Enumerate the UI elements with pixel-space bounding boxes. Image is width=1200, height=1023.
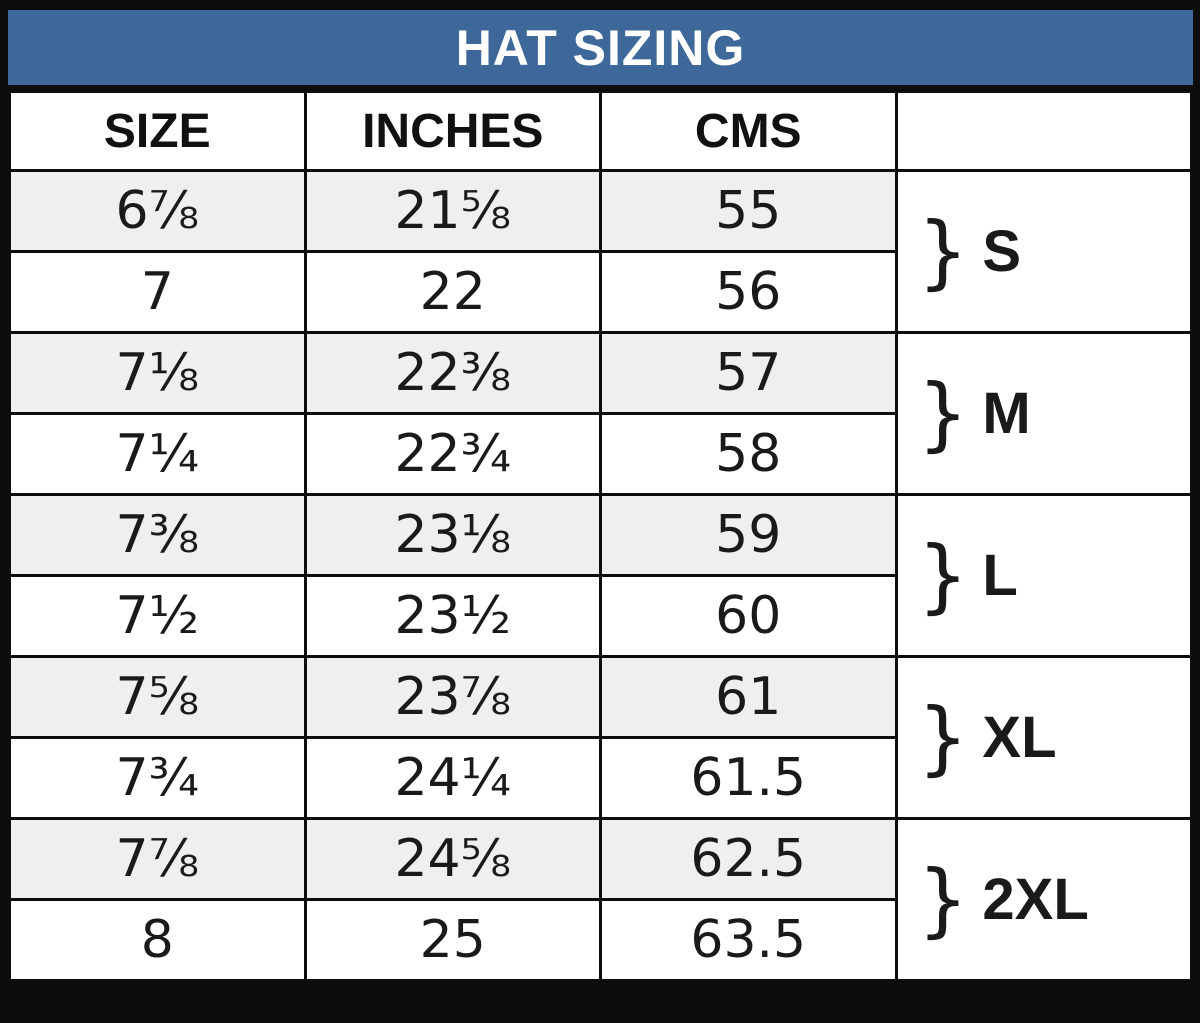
brace-icon: }: [917, 852, 969, 946]
column-header-group: [894, 90, 1193, 172]
table-row: 7¾ 24¼ 61.5: [8, 736, 1192, 820]
group-cell-2xl: } 2XL: [894, 817, 1193, 982]
table-row: 7⅜ 23⅛ 59 } L: [8, 493, 1193, 658]
column-header-inches: INCHES: [303, 90, 602, 172]
size-cell: 7⅝: [8, 655, 307, 739]
table-row: 7½ 23½ 60: [8, 574, 1192, 658]
table-row: 8 25 63.5: [8, 898, 1192, 982]
inches-cell: 25: [303, 898, 602, 982]
group-label: M: [982, 381, 1031, 446]
inches-cell: 22: [303, 250, 602, 334]
group-label: S: [982, 219, 1022, 284]
page-title: HAT SIZING: [455, 19, 746, 76]
table-row: 7 22 56: [8, 250, 1192, 334]
group-label: 2XL: [982, 867, 1089, 932]
column-header-size: SIZE: [8, 90, 307, 172]
inches-cell: 22¾: [303, 412, 602, 496]
table-row: 7⅛ 22⅜ 57 } M: [8, 331, 1193, 496]
header-row: SIZE INCHES CMS: [8, 90, 1193, 172]
size-cell: 8: [8, 898, 307, 982]
cms-cell: 58: [599, 412, 898, 496]
group-label: XL: [982, 705, 1057, 770]
table-row: 7⅞ 24⅝ 62.5 } 2XL: [8, 817, 1193, 982]
table-row: 6⅞ 21⅝ 55 } S: [8, 169, 1193, 334]
title-bar: HAT SIZING: [8, 10, 1193, 85]
size-cell: 7¼: [8, 412, 307, 496]
size-cell: 7½: [8, 574, 307, 658]
table-row: 7¼ 22¾ 58: [8, 412, 1192, 496]
cms-cell: 60: [599, 574, 898, 658]
brace-icon: }: [917, 366, 969, 460]
size-cell: 7: [8, 250, 307, 334]
cms-cell: 61: [599, 655, 898, 739]
inches-cell: 24¼: [303, 736, 602, 820]
cms-cell: 61.5: [599, 736, 898, 820]
group-cell-l: } L: [894, 493, 1193, 658]
brace-icon: }: [917, 204, 969, 298]
inches-cell: 23⅛: [303, 493, 602, 577]
inches-cell: 22⅜: [303, 331, 602, 415]
column-header-cms: CMS: [599, 90, 898, 172]
size-cell: 7⅞: [8, 817, 307, 901]
group-cell-s: } S: [894, 169, 1193, 334]
table-row: 7⅝ 23⅞ 61 } XL: [8, 655, 1193, 820]
cms-cell: 63.5: [599, 898, 898, 982]
size-cell: 6⅞: [8, 169, 307, 253]
cms-cell: 56: [599, 250, 898, 334]
cms-cell: 59: [599, 493, 898, 577]
size-cell: 7⅛: [8, 331, 307, 415]
cms-cell: 55: [599, 169, 898, 253]
cms-cell: 62.5: [599, 817, 898, 901]
inches-cell: 23⅞: [303, 655, 602, 739]
size-cell: 7⅜: [8, 493, 307, 577]
hat-sizing-table: SIZE INCHES CMS 6⅞ 21⅝ 55 } S 7 2: [8, 90, 1193, 982]
inches-cell: 24⅝: [303, 817, 602, 901]
inches-cell: 21⅝: [303, 169, 602, 253]
cms-cell: 57: [599, 331, 898, 415]
brace-icon: }: [917, 690, 969, 784]
size-cell: 7¾: [8, 736, 307, 820]
inches-cell: 23½: [303, 574, 602, 658]
group-cell-m: } M: [894, 331, 1193, 496]
group-cell-xl: } XL: [894, 655, 1193, 820]
brace-icon: }: [917, 528, 969, 622]
group-label: L: [982, 543, 1018, 608]
